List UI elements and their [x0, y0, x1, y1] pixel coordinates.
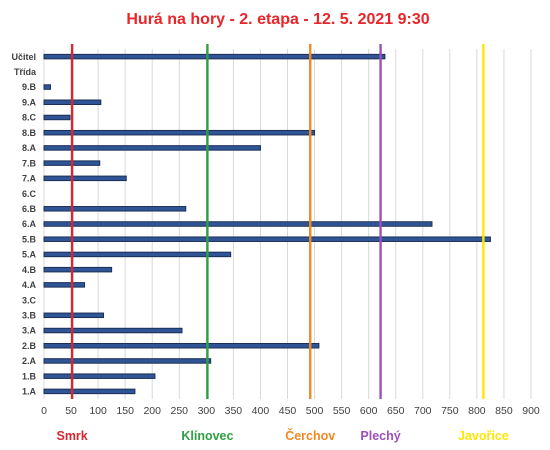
category-label: 5.A: [22, 250, 37, 260]
x-tick-label: 300: [198, 405, 216, 417]
bar-5.A: [43, 251, 232, 258]
x-tick-label: 350: [225, 405, 243, 417]
bar-6.B: [43, 206, 187, 212]
category-label: 5.B: [22, 234, 37, 244]
x-tick-label: 700: [414, 405, 432, 417]
category-label: 7.A: [22, 174, 37, 184]
peak-label: Javořice: [458, 429, 509, 443]
bar-3.A: [43, 327, 183, 334]
category-label: 8.B: [22, 128, 37, 138]
category-label: Třída: [14, 67, 37, 77]
x-tick-label: 800: [468, 405, 486, 417]
category-label: 2.B: [22, 341, 37, 351]
category-label: 2.A: [22, 356, 37, 366]
bar-4.A: [43, 282, 86, 288]
x-tick-label: 550: [333, 405, 351, 417]
bars: [43, 53, 491, 395]
category-label: 6.A: [22, 219, 37, 229]
category-label: 4.B: [22, 265, 37, 275]
peak-label: Smrk: [56, 429, 87, 443]
bar-8.A: [43, 145, 261, 151]
peak-label: Klínovec: [181, 429, 233, 443]
peak-labels: Smrk Klínovec Čerchov Plechý Javořice: [56, 428, 508, 443]
chart-title: Hurá na hory - 2. etapa - 12. 5. 2021 9:…: [126, 11, 429, 28]
category-label: 1.B: [22, 371, 37, 381]
bar-1.A: [43, 388, 136, 395]
category-label: 6.B: [22, 204, 37, 214]
category-label: 4.A: [22, 280, 37, 290]
bar-3.B: [43, 312, 105, 319]
x-tick-label: 250: [171, 405, 189, 417]
x-tick-label: 450: [279, 405, 297, 417]
category-label: 7.B: [22, 158, 37, 168]
x-tick-label: 500: [306, 405, 324, 417]
x-tick-label: 650: [387, 405, 405, 417]
peak-label: Čerchov: [285, 428, 335, 443]
category-labels: Učitel Třída 9.B 9.A 8.C 8.B 8.A 7.B 7.A 6.C 6.B 6.…: [11, 52, 36, 397]
category-label: 3.A: [22, 326, 37, 336]
bar-9.B: [43, 84, 51, 90]
x-tick-label: 900: [522, 405, 540, 417]
x-tick-label: 850: [495, 405, 513, 417]
reference-lines: [70, 44, 485, 399]
bar-7.A: [43, 175, 127, 182]
x-tick-label: 400: [252, 405, 270, 417]
x-tick-label: 0: [41, 405, 47, 417]
bar-Učitel: [43, 53, 386, 60]
x-tick-label: 750: [441, 405, 459, 417]
category-label: 9.B: [22, 82, 37, 92]
bar-8.B: [43, 129, 316, 136]
x-tick-label: 100: [89, 405, 107, 417]
x-tick-label: 200: [143, 405, 161, 417]
bar-4.B: [43, 266, 113, 273]
category-label: 9.A: [22, 97, 37, 107]
category-label: 6.C: [22, 189, 37, 199]
x-tick-label: 600: [360, 405, 378, 417]
category-label: 8.A: [22, 143, 37, 153]
category-label: 1.A: [22, 387, 37, 397]
category-label: Učitel: [11, 52, 36, 62]
bar-6.A: [43, 221, 433, 227]
category-label: 3.C: [22, 295, 37, 305]
x-tick-label: 50: [65, 405, 77, 417]
bar-8.C: [43, 114, 71, 121]
category-label: 3.B: [22, 311, 37, 321]
category-label: 8.C: [22, 113, 37, 123]
x-tick-label: 150: [116, 405, 134, 417]
bar-1.B: [43, 373, 156, 379]
x-tick-labels: 0 50 100 150 200 250 300 350 400 450 500 550 600 650 7…: [41, 405, 540, 417]
peak-label: Plechý: [360, 429, 400, 443]
bar-5.B: [43, 236, 491, 242]
bar-2.B: [43, 342, 320, 349]
bar-2.A: [43, 358, 212, 364]
